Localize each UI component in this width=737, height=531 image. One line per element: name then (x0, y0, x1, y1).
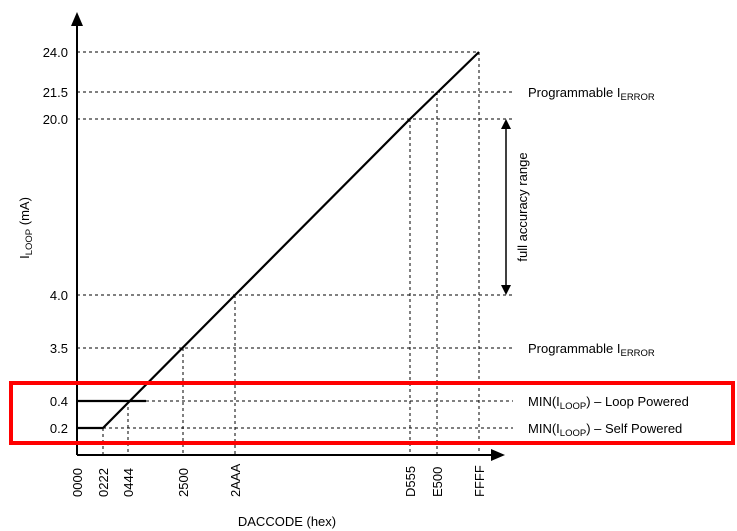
y-tick-label: 0.4 (50, 394, 68, 409)
main-transfer-line (77, 51, 480, 430)
range-arrow-up (501, 119, 511, 129)
annotation-text-3: MIN(ILOOP) – Self Powered (528, 421, 682, 439)
annotations: Programmable IERROR Programmable IERROR MI… (528, 85, 689, 439)
x-tick-label: FFFF (472, 465, 487, 497)
y-tick-labels: 0.2 0.4 3.5 4.0 20.0 21.5 24.0 (43, 45, 68, 436)
x-tick-label: D555 (403, 466, 418, 497)
x-tick-label: 2500 (176, 468, 191, 497)
x-tick-label: 0444 (121, 468, 136, 497)
y-tick-label: 3.5 (50, 341, 68, 356)
full-accuracy-range: full accuracy range (501, 119, 530, 295)
y-axis-label: ILOOP (mA) (17, 197, 35, 259)
highlight-box-group (9, 381, 735, 445)
x-tick-label: E500 (430, 467, 445, 497)
highlight-box (9, 381, 735, 445)
transfer-curves (77, 51, 480, 430)
y-tick-label: 24.0 (43, 45, 68, 60)
x-axis-label: DACCODE (hex) (238, 514, 336, 529)
y-tick-label: 21.5 (43, 85, 68, 100)
full-accuracy-range-label: full accuracy range (515, 152, 530, 261)
y-tick-label: 0.2 (50, 421, 68, 436)
x-tick-labels: 0000 0222 0444 2500 2AAA D555 E500 FFFF (70, 463, 487, 497)
annotation-text-1: Programmable IERROR (528, 341, 655, 359)
guide-lines (77, 51, 513, 455)
annotation-text-2: MIN(ILOOP) – Loop Powered (528, 394, 689, 412)
range-arrow-down (501, 285, 511, 295)
y-tick-label: 4.0 (50, 288, 68, 303)
y-axis-arrow (71, 12, 83, 26)
x-tick-label: 0222 (96, 468, 111, 497)
x-tick-label: 2AAA (228, 463, 243, 497)
x-axis-arrow (491, 449, 505, 461)
annotation-text-0: Programmable IERROR (528, 85, 655, 103)
y-tick-label: 20.0 (43, 112, 68, 127)
x-tick-label: 0000 (70, 468, 85, 497)
